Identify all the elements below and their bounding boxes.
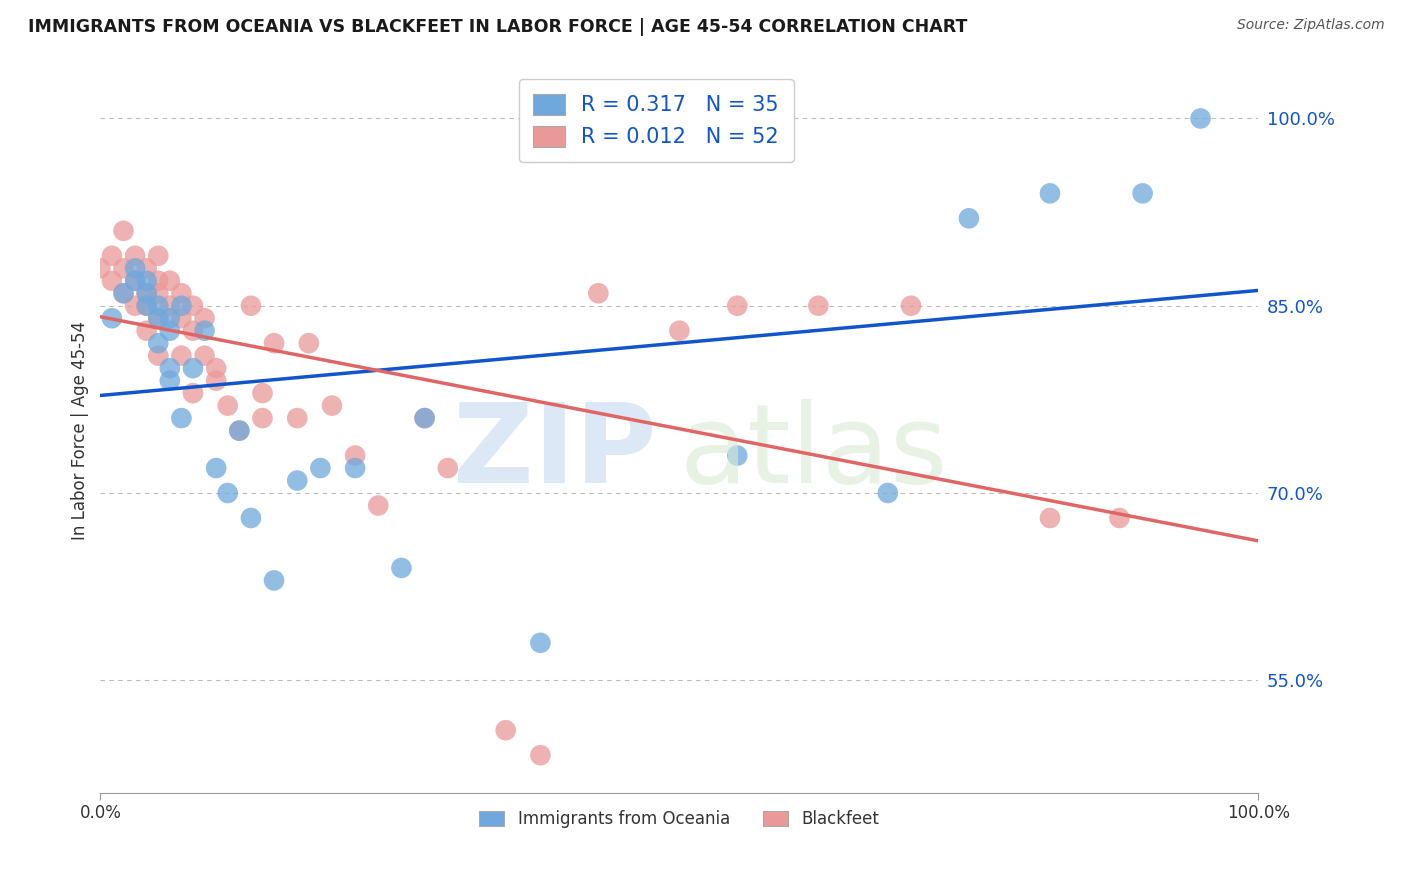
Point <box>124 299 146 313</box>
Point <box>807 299 830 313</box>
Text: IMMIGRANTS FROM OCEANIA VS BLACKFEET IN LABOR FORCE | AGE 45-54 CORRELATION CHAR: IMMIGRANTS FROM OCEANIA VS BLACKFEET IN … <box>28 18 967 36</box>
Point <box>148 299 170 313</box>
Point <box>148 286 170 301</box>
Point <box>321 399 343 413</box>
Point <box>181 299 204 313</box>
Point <box>391 561 413 575</box>
Point <box>135 324 157 338</box>
Point <box>239 511 262 525</box>
Point <box>436 461 458 475</box>
Point <box>135 286 157 301</box>
Point <box>876 486 898 500</box>
Point <box>112 286 135 301</box>
Y-axis label: In Labor Force | Age 45-54: In Labor Force | Age 45-54 <box>72 321 89 540</box>
Point <box>148 311 170 326</box>
Point <box>124 274 146 288</box>
Point <box>101 274 124 288</box>
Point <box>205 361 228 376</box>
Point <box>217 486 239 500</box>
Point <box>112 261 135 276</box>
Point <box>668 324 690 338</box>
Point <box>159 361 181 376</box>
Point <box>413 411 436 425</box>
Point <box>263 574 285 588</box>
Point <box>170 311 193 326</box>
Point <box>135 299 157 313</box>
Point <box>159 311 181 326</box>
Point <box>239 299 262 313</box>
Point <box>252 386 274 401</box>
Point <box>1039 186 1062 201</box>
Point <box>159 374 181 388</box>
Point <box>159 324 181 338</box>
Point <box>957 211 980 226</box>
Point <box>725 299 748 313</box>
Point <box>181 361 204 376</box>
Point <box>181 386 204 401</box>
Point <box>148 349 170 363</box>
Point <box>124 261 146 276</box>
Point <box>170 299 193 313</box>
Text: atlas: atlas <box>679 399 948 506</box>
Point <box>135 261 157 276</box>
Point <box>205 374 228 388</box>
Point <box>194 311 217 326</box>
Point <box>228 424 250 438</box>
Point <box>900 299 922 313</box>
Point <box>413 411 436 425</box>
Point <box>135 274 157 288</box>
Point <box>298 336 321 351</box>
Point <box>170 286 193 301</box>
Point <box>1039 511 1062 525</box>
Legend: Immigrants from Oceania, Blackfeet: Immigrants from Oceania, Blackfeet <box>472 804 886 835</box>
Point <box>101 249 124 263</box>
Point <box>228 424 250 438</box>
Point <box>529 636 551 650</box>
Point <box>344 461 367 475</box>
Point <box>159 299 181 313</box>
Point <box>285 474 308 488</box>
Point <box>725 449 748 463</box>
Point <box>344 449 367 463</box>
Point <box>159 274 181 288</box>
Point <box>148 274 170 288</box>
Point <box>170 349 193 363</box>
Point <box>135 299 157 313</box>
Point <box>148 249 170 263</box>
Point <box>112 286 135 301</box>
Point <box>495 723 517 738</box>
Point <box>252 411 274 425</box>
Point <box>124 249 146 263</box>
Point <box>263 336 285 351</box>
Point <box>1108 511 1130 525</box>
Point <box>309 461 332 475</box>
Point <box>217 399 239 413</box>
Point <box>285 411 308 425</box>
Point <box>181 324 204 338</box>
Point <box>194 349 217 363</box>
Point <box>588 286 610 301</box>
Point <box>1132 186 1154 201</box>
Point <box>529 748 551 763</box>
Point <box>112 224 135 238</box>
Text: Source: ZipAtlas.com: Source: ZipAtlas.com <box>1237 18 1385 32</box>
Point <box>170 411 193 425</box>
Point <box>89 261 111 276</box>
Point <box>148 336 170 351</box>
Point <box>1189 112 1212 126</box>
Point <box>194 324 217 338</box>
Point <box>148 311 170 326</box>
Point <box>101 311 124 326</box>
Text: ZIP: ZIP <box>453 399 657 506</box>
Point <box>367 499 389 513</box>
Point <box>124 274 146 288</box>
Point <box>205 461 228 475</box>
Point <box>135 286 157 301</box>
